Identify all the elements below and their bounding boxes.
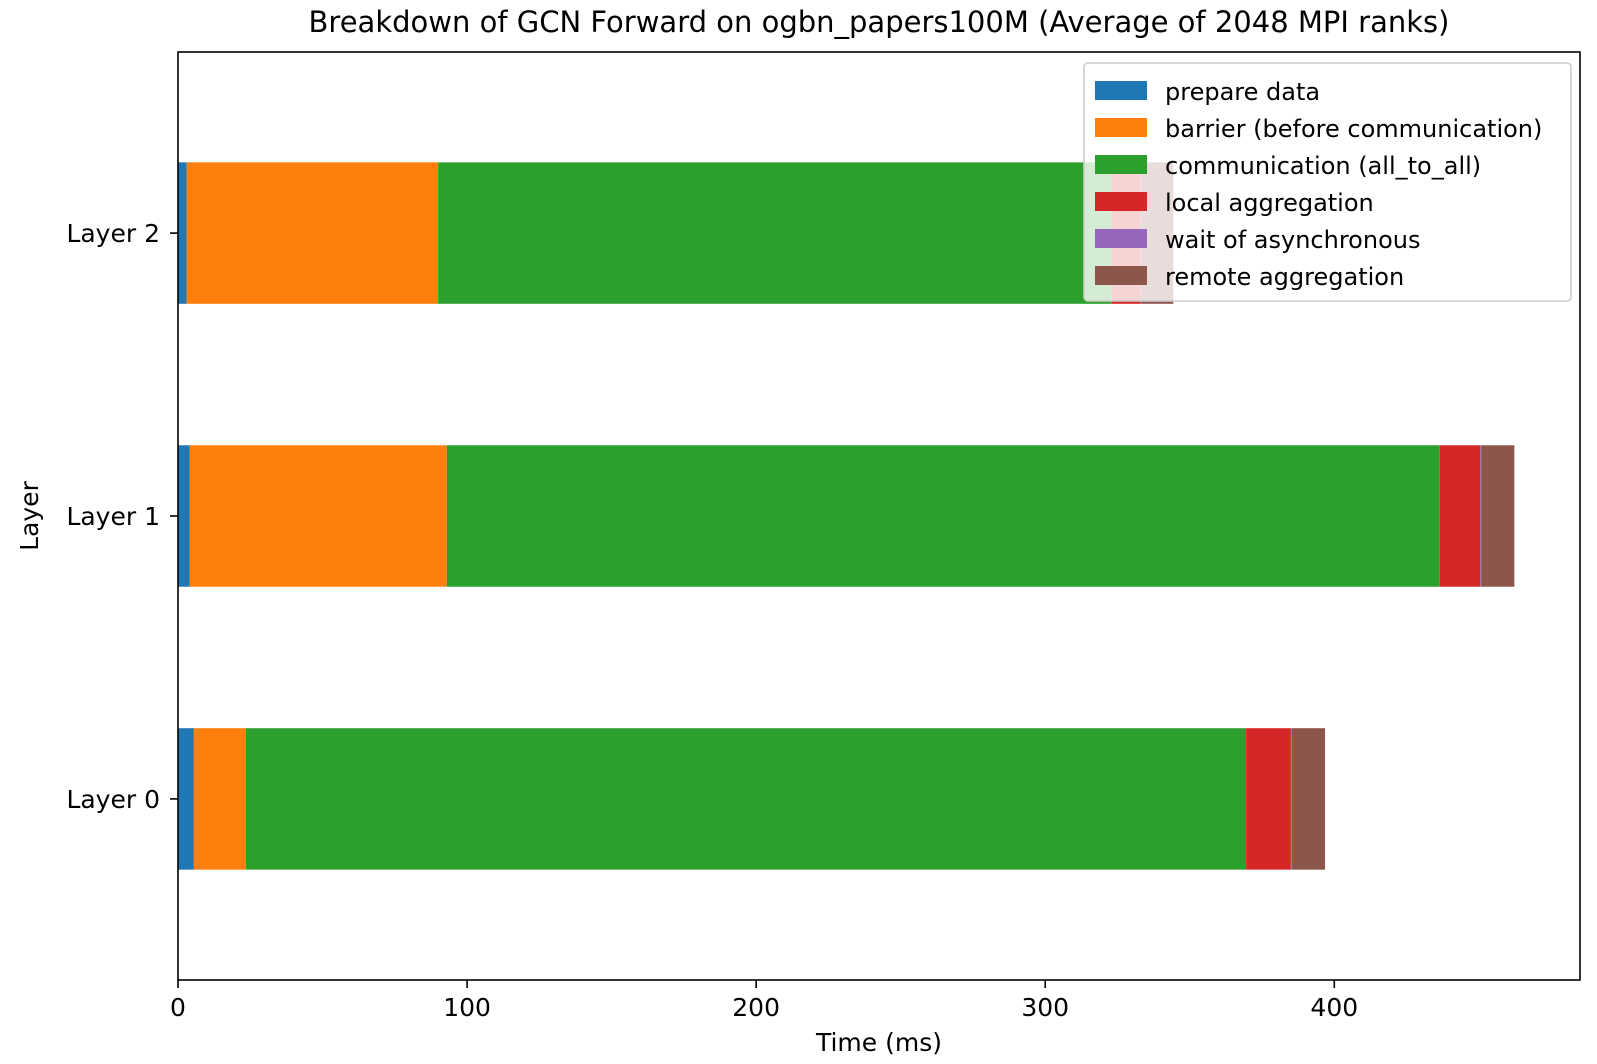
- x-axis-ticks: 0 100 200 300 400: [170, 980, 1358, 1022]
- bar-layer-0-series-5: [1291, 728, 1326, 870]
- bar-layer-2-series-2: [438, 162, 1112, 304]
- legend-label: remote aggregation: [1165, 263, 1404, 291]
- x-axis-label: Time (ms): [815, 1028, 942, 1057]
- bar-layer-0-series-1: [193, 728, 246, 870]
- legend: prepare data barrier (before communicatio…: [1083, 62, 1572, 302]
- bar-layer-1-series-4: [1480, 445, 1482, 587]
- bar-layer-1-series-2: [446, 445, 1440, 587]
- x-tick-label: 400: [1310, 993, 1358, 1022]
- x-tick-label: 0: [170, 993, 186, 1022]
- y-tick-label: Layer 0: [66, 785, 160, 814]
- bar-layer-0-series-2: [245, 728, 1247, 870]
- legend-label: local aggregation: [1165, 189, 1374, 217]
- chart-title: Breakdown of GCN Forward on ogbn_papers1…: [309, 5, 1450, 39]
- bar-layer-1-series-0: [178, 445, 190, 587]
- bar-layer-1-series-1: [189, 445, 447, 587]
- bar-layer-2-series-0: [178, 162, 187, 304]
- legend-box: [1083, 62, 1572, 302]
- legend-swatch: [1095, 81, 1147, 100]
- legend-swatch: [1095, 266, 1147, 285]
- bar-layer-2-series-1: [186, 162, 439, 304]
- bar-layer-0-series-3: [1246, 728, 1291, 870]
- bar-layer-1-series-3: [1439, 445, 1481, 587]
- legend-swatch: [1095, 118, 1147, 137]
- x-tick-label: 300: [1021, 993, 1069, 1022]
- legend-swatch: [1095, 192, 1147, 211]
- y-axis-label: Layer: [15, 480, 44, 550]
- legend-label: wait of asynchronous: [1165, 226, 1420, 254]
- legend-label: barrier (before communication): [1165, 115, 1542, 143]
- x-tick-label: 200: [732, 993, 780, 1022]
- legend-swatch: [1095, 155, 1147, 174]
- legend-swatch: [1095, 229, 1147, 248]
- bar-layer-0-series-4: [1290, 728, 1292, 870]
- bar-layer-1-series-5: [1481, 445, 1515, 587]
- y-axis-ticks: Layer 0 Layer 1 Layer 2: [66, 219, 178, 814]
- legend-label: communication (all_to_all): [1165, 152, 1481, 180]
- bars: [178, 162, 1515, 870]
- legend-label: prepare data: [1165, 78, 1320, 106]
- y-tick-label: Layer 1: [66, 502, 160, 531]
- bar-layer-0-series-0: [178, 728, 194, 870]
- y-tick-label: Layer 2: [66, 219, 160, 248]
- x-tick-label: 100: [443, 993, 491, 1022]
